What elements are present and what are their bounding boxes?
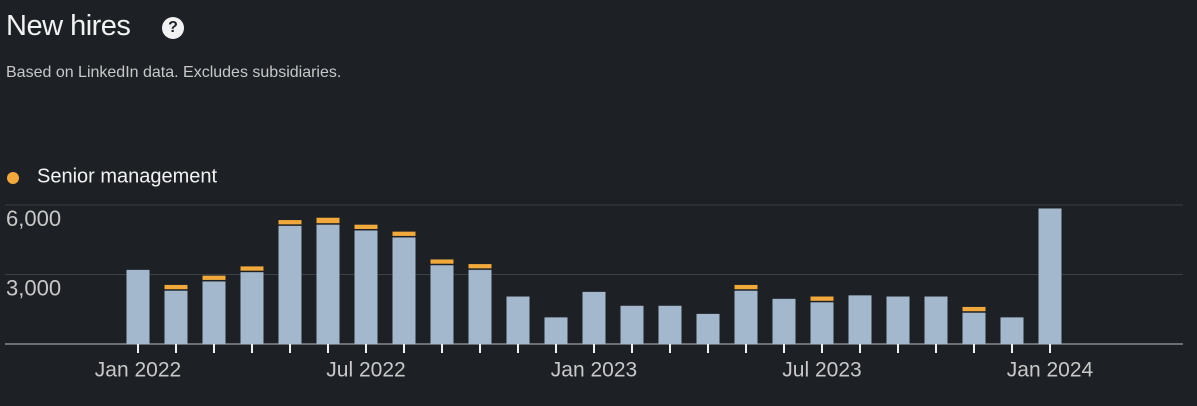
subtitle: Based on LinkedIn data. Excludes subsidi… <box>6 64 342 81</box>
legend-label: Senior management <box>37 165 218 187</box>
bar-segment <box>962 312 986 344</box>
bar-segment <box>886 296 910 344</box>
help-icon[interactable]: ? <box>162 17 184 39</box>
bar-segment <box>430 265 454 344</box>
bar-segment <box>240 272 264 344</box>
bar-segment <box>278 220 302 225</box>
x-tick-label: Jul 2023 <box>782 359 861 382</box>
bar-segment <box>316 224 340 344</box>
bar-segment <box>468 264 492 269</box>
bar-segment <box>848 295 872 344</box>
x-tick-label: Jan 2024 <box>1007 359 1094 382</box>
bar-segment <box>354 230 378 344</box>
bar-segment <box>544 317 568 344</box>
y-tick-label: 3,000 <box>6 275 61 300</box>
x-tick-label: Jul 2022 <box>326 359 405 382</box>
bar-segment <box>164 290 188 344</box>
bar-segment <box>962 306 986 312</box>
x-tick-label: Jan 2023 <box>551 359 637 382</box>
bar-segment <box>1000 317 1024 344</box>
bar-segment <box>392 237 416 344</box>
title: New hires <box>6 10 131 42</box>
bar-segment <box>468 269 492 344</box>
bar-segment <box>658 305 682 344</box>
bar-segment <box>620 305 644 344</box>
legend-marker <box>7 172 19 184</box>
bar-segment <box>392 231 416 236</box>
bar-segment <box>582 291 606 344</box>
bar-segment <box>696 313 720 344</box>
bar-segment <box>202 281 226 344</box>
bar-segment <box>772 298 796 344</box>
bar-segment <box>1038 208 1062 344</box>
bar-segment <box>278 225 302 344</box>
bar-segment <box>164 284 188 290</box>
bar-segment <box>734 290 758 344</box>
x-tick-label: Jan 2022 <box>95 359 181 382</box>
bar-segment <box>430 259 454 264</box>
bar-segment <box>506 296 530 344</box>
bar-segment <box>924 296 948 344</box>
bar-segment <box>810 296 834 301</box>
bar-segment <box>734 284 758 290</box>
bar-segment <box>354 224 378 229</box>
bar-segment <box>202 275 226 280</box>
y-tick-label: 6,000 <box>6 206 61 231</box>
bar-segment <box>316 217 340 224</box>
bar-segment <box>810 302 834 344</box>
bar-segment <box>126 269 150 344</box>
bar-segment <box>240 266 264 271</box>
